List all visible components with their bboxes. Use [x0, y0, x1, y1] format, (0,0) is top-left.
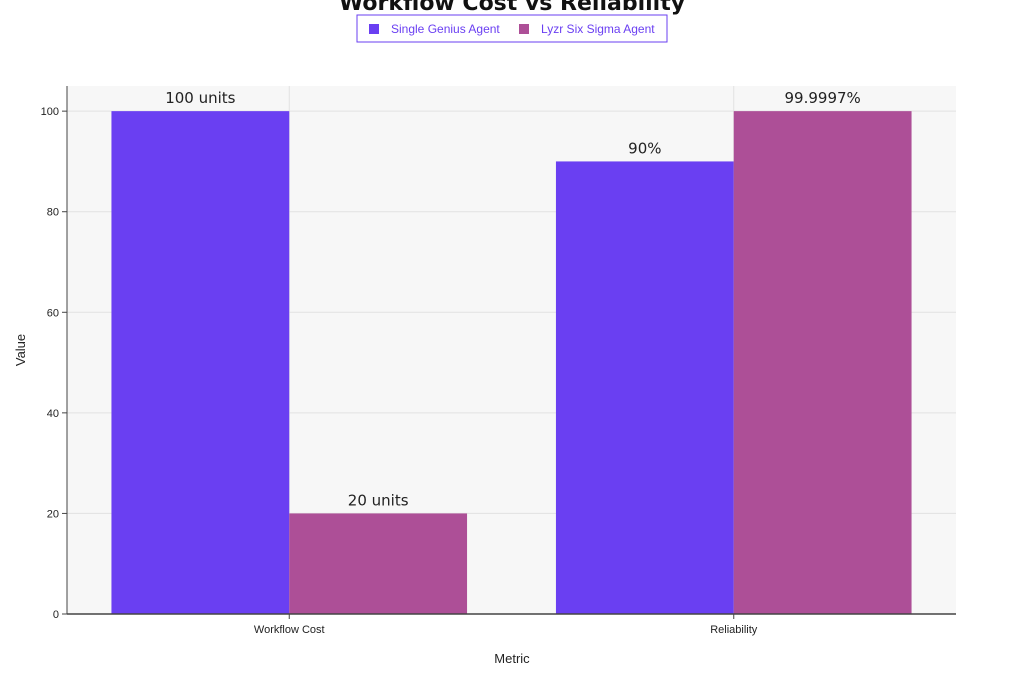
- y-tick-label: 20: [47, 508, 59, 520]
- x-tick-label: Reliability: [710, 624, 758, 636]
- bar-single-genius-agent-workflow-cost: [111, 111, 290, 615]
- y-tick-label: 0: [53, 609, 59, 621]
- bar-value-label: 90%: [628, 139, 661, 157]
- x-tick-label: Workflow Cost: [254, 624, 325, 636]
- bar-value-label: 100 units: [165, 89, 235, 107]
- legend-swatch: [369, 24, 379, 34]
- legend-box: [356, 14, 668, 43]
- data-labels: 100 units 90% 20 units 99.9997%: [165, 89, 861, 509]
- legend-label: Lyzr Six Sigma Agent: [541, 22, 655, 36]
- y-tick-label: 60: [47, 307, 59, 319]
- y-tick-label: 100: [41, 106, 59, 118]
- chart-title: Workflow Cost vs Reliability: [339, 0, 685, 16]
- bar-value-label: 20 units: [348, 491, 409, 509]
- y-tick-label: 80: [47, 207, 59, 219]
- bar-lyzr-six-sigma-agent-reliability: [733, 111, 912, 615]
- bars: [111, 111, 912, 615]
- y-axis-title: Value: [13, 334, 28, 366]
- y-tick-label: 40: [47, 408, 59, 420]
- legend-label: Single Genius Agent: [391, 22, 500, 36]
- axes: 0 20 40 60 80 100 Workflow Cost Reliability: [41, 86, 956, 636]
- bar-lyzr-six-sigma-agent-workflow-cost: [289, 513, 468, 614]
- bar-single-genius-agent-reliability: [555, 161, 734, 614]
- bar-value-label: 99.9997%: [785, 89, 861, 107]
- x-axis-title: Metric: [494, 651, 530, 666]
- legend: Single Genius Agent Lyzr Six Sigma Agent: [356, 14, 668, 43]
- legend-swatch: [519, 24, 529, 34]
